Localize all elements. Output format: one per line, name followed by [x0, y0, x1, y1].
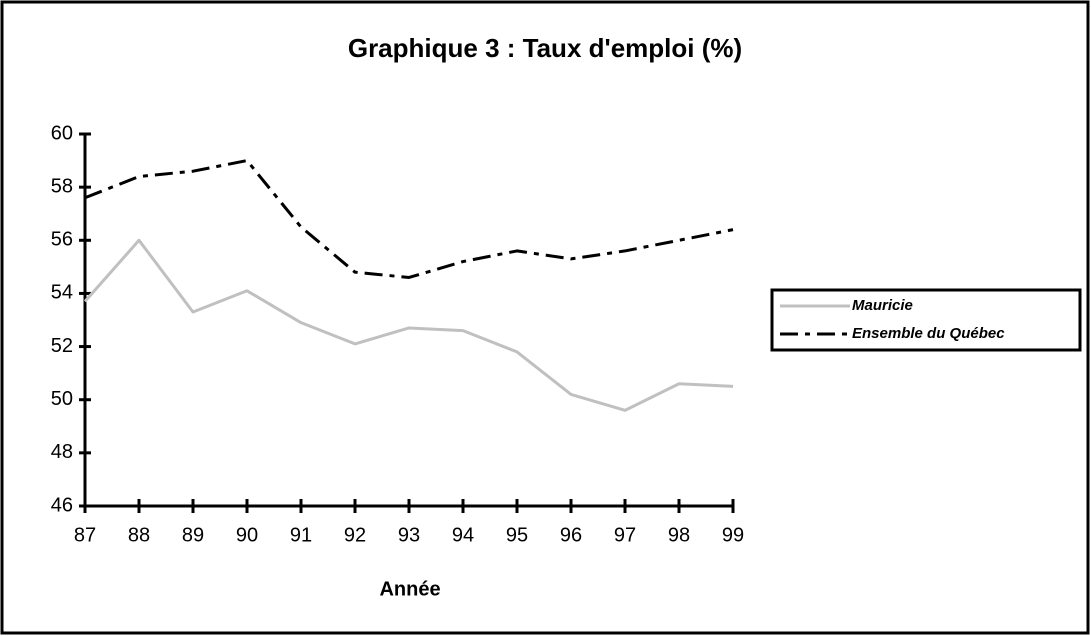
y-tick-label: 50	[51, 388, 73, 410]
x-tick-label: 91	[290, 524, 312, 546]
x-tick-label: 89	[182, 524, 204, 546]
line-series	[84, 159, 734, 279]
x-tick-label: 88	[128, 524, 150, 546]
y-tick-label: 48	[51, 441, 73, 463]
line-series	[83, 238, 734, 412]
y-tick-label: 54	[51, 282, 73, 304]
legend-label: Mauricie	[852, 297, 913, 314]
x-tick-label: 99	[722, 524, 744, 546]
x-axis-title: Année	[379, 578, 440, 600]
x-tick-label: 97	[614, 524, 636, 546]
x-tick-label: 94	[452, 524, 474, 546]
x-tick-label: 92	[344, 524, 366, 546]
y-tick-label: 58	[51, 175, 73, 197]
x-tick-label: 90	[236, 524, 258, 546]
x-tick-label: 98	[668, 524, 690, 546]
y-tick-label: 56	[51, 229, 73, 251]
x-tick-label: 95	[506, 524, 528, 546]
y-tick-label: 52	[51, 335, 73, 357]
x-tick-label: 96	[560, 524, 582, 546]
legend-box	[770, 288, 1082, 352]
legend-label: Ensemble du Québec	[852, 325, 1005, 342]
x-tick-label: 87	[74, 524, 96, 546]
chart-title: Graphique 3 : Taux d'emploi (%)	[348, 33, 742, 63]
y-tick-label: 46	[51, 494, 73, 516]
x-tick-label: 93	[398, 524, 420, 546]
y-tick-label: 60	[51, 122, 73, 144]
